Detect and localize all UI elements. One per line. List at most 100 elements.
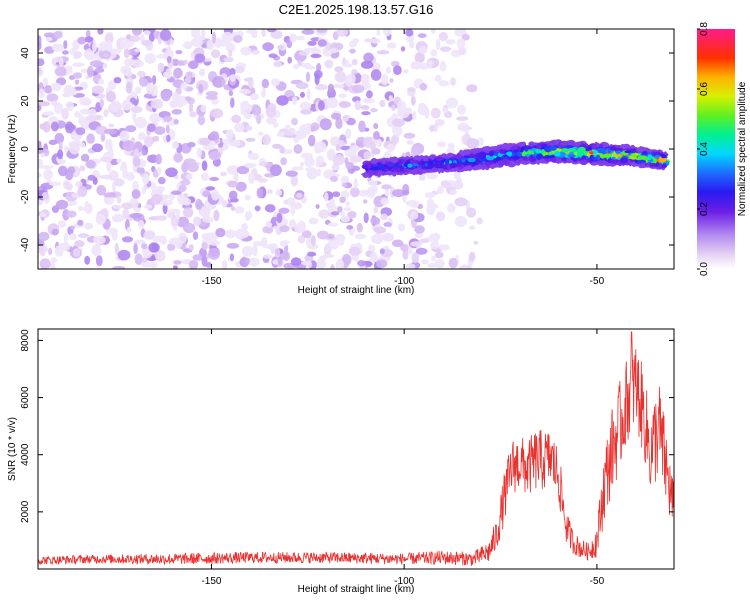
spectrogram-cell [240, 46, 252, 56]
spectrogram-cell [132, 156, 141, 167]
spectrogram-signal-cell [384, 160, 389, 164]
spectrogram-signal-cell [499, 146, 507, 150]
spectrogram-signal-cell [589, 154, 594, 162]
spectrogram-cell [418, 174, 426, 181]
spectrogram-cell [108, 80, 117, 90]
spectrogram-cell [408, 200, 420, 208]
spectrogram-cell [122, 140, 135, 152]
spectrogram-cell [315, 155, 325, 166]
spectrogram-cell [456, 176, 462, 185]
spectrogram-cell [262, 134, 271, 146]
spectrogram-cell [106, 91, 116, 103]
spectrogram-cell [388, 95, 393, 101]
spectrogram-cell [350, 187, 360, 198]
spectrogram-cell [86, 133, 95, 144]
spectrogram-cell [267, 189, 273, 195]
spectrogram-signal-cell [554, 151, 561, 157]
spectrogram-cell [299, 124, 312, 136]
spectrogram-cell [72, 72, 82, 79]
spectrogram-cell [97, 29, 104, 35]
spectrogram-cell [351, 58, 358, 66]
spectrogram-cell [210, 49, 221, 59]
spectrogram-signal-cell [591, 157, 598, 160]
spectrogram-cell [290, 207, 296, 216]
spectrogram-signal-cell [577, 146, 586, 153]
spectrogram-cell [345, 201, 350, 206]
spectrogram-cell [295, 82, 309, 90]
spectrogram-cell [403, 132, 416, 139]
spectrogram-cell [370, 69, 382, 81]
spectrogram-cell [234, 122, 245, 133]
spectrogram-signal-cell [610, 159, 617, 164]
spectrogram-cell [228, 139, 241, 147]
spectrogram-cell [38, 146, 45, 154]
spectrogram-cell [245, 257, 251, 264]
spectrogram-cell [329, 198, 336, 207]
spectrogram-cell [376, 138, 383, 148]
spectrogram-cell [297, 235, 306, 244]
spectrogram-cell [159, 29, 172, 41]
spectrogram-signal-cell [568, 140, 575, 147]
spectrogram-cell [81, 206, 91, 212]
spectrogram-cell [129, 35, 141, 42]
spectrogram-signal-cell [495, 156, 502, 161]
spectrogram-cell [466, 207, 477, 218]
colorbar-label: Normalized spectral amplitude [737, 81, 748, 216]
spectrogram-cell [430, 107, 441, 119]
spectrogram-cell [132, 180, 139, 192]
spectrogram-cell [208, 247, 221, 260]
spectrogram-cell [166, 45, 172, 55]
spectrogram-signal-cell [539, 158, 546, 164]
spectrogram-cell [68, 233, 77, 241]
spectrogram-cell [265, 117, 277, 125]
spectrogram-cell [415, 247, 428, 255]
spectrogram-signal-cell [363, 164, 369, 169]
spectrogram-cell [429, 124, 435, 132]
spectrogram-cell [424, 192, 436, 199]
spectrogram-cell [364, 38, 372, 43]
spectrogram-signal-cell [489, 152, 494, 157]
spectrogram-cell [372, 185, 378, 194]
spectrogram-cell [234, 206, 245, 214]
spectrogram-cell [469, 225, 476, 230]
spectrogram-cell [58, 57, 64, 68]
spectrogram-signal-cell [399, 165, 405, 172]
spectrogram-cell [151, 181, 156, 193]
spectrogram-cell [166, 56, 172, 64]
spectrogram-signal-cell [402, 159, 407, 163]
spectrogram-signal-cell [581, 159, 588, 164]
spectrogram-cell [469, 251, 476, 262]
spectrogram-cell [314, 141, 327, 153]
spectrogram-cell [131, 189, 141, 199]
spectrogram-cell [379, 248, 385, 255]
spectrogram-cell [79, 165, 86, 172]
spectrogram-cell [110, 48, 122, 54]
spectrogram-cell [57, 220, 66, 228]
spectrogram-cell [231, 114, 242, 124]
spectrogram-cell [366, 90, 373, 99]
spectrogram-cell [57, 149, 64, 160]
spectrogram-cell [352, 84, 365, 94]
spectrogram-cell [459, 264, 472, 269]
spectrogram-cell [397, 107, 410, 119]
spectrogram-cell [77, 205, 83, 211]
spectrogram-signal-cell [418, 169, 427, 173]
spectrogram-signal-cell [517, 151, 522, 158]
spectrogram-cell [406, 263, 416, 269]
spectrogram-signal-cell [595, 147, 605, 153]
spectrogram-cell [77, 36, 87, 45]
spectrogram-cell [192, 216, 202, 227]
spectrogram-cell [70, 90, 77, 96]
spectrogram-cell [91, 244, 102, 256]
spectrogram-cell [230, 97, 235, 108]
spectrogram-cell [211, 189, 220, 201]
spectrogram-cell [280, 240, 290, 245]
spectrogram-cell [126, 226, 132, 234]
spectrogram-cell [266, 29, 277, 33]
spectrogram-cell [121, 161, 127, 169]
spectrogram-signal-cell [407, 163, 413, 168]
spectrogram-cell [144, 136, 154, 148]
spectrogram-cell [288, 128, 296, 133]
spectrogram-cell [384, 189, 390, 197]
spectrogram-signal-cell [561, 148, 569, 153]
